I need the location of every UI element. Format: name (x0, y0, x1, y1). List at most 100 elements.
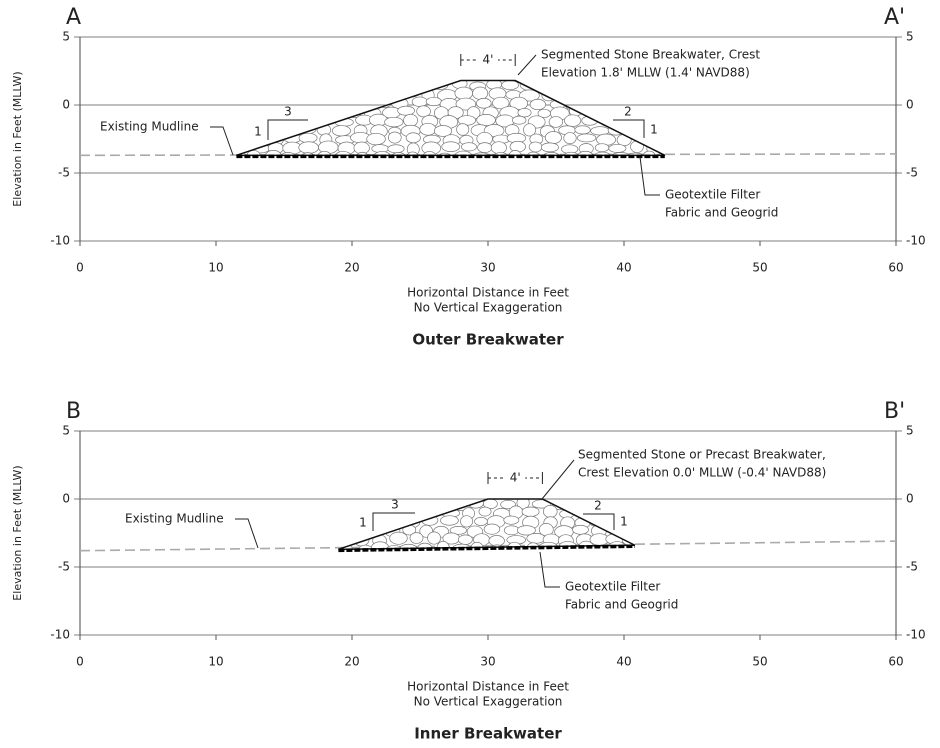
stone (518, 108, 531, 117)
stone (589, 515, 605, 527)
stone (543, 505, 557, 517)
stone (410, 533, 423, 544)
stone (577, 80, 592, 90)
stone (590, 89, 606, 100)
stone (361, 100, 377, 109)
slope-run: 2 (594, 499, 602, 513)
stone (603, 96, 622, 108)
stone (576, 89, 589, 99)
stone (264, 126, 279, 134)
y-tick-label-right: 5 (906, 30, 914, 44)
stone (381, 80, 394, 89)
section-start: A (66, 5, 81, 30)
y-tick-label: -10 (50, 628, 70, 642)
stone (420, 123, 436, 135)
stone (299, 96, 313, 107)
stone (302, 79, 319, 89)
x-tick-label: 40 (616, 261, 631, 275)
fabric-note: Geotextile Filter (665, 188, 760, 202)
stone (234, 99, 254, 107)
stone (253, 97, 271, 109)
stone (353, 90, 370, 99)
stone (246, 108, 265, 118)
x-tick-label: 0 (76, 655, 84, 669)
stone (266, 89, 280, 101)
stone (355, 500, 371, 510)
fabric-note: Fabric and Geogrid (565, 598, 678, 612)
stone (417, 81, 429, 90)
stone (299, 142, 319, 154)
leader (640, 157, 660, 195)
stone (555, 88, 571, 100)
crest-note: Segmented Stone or Precast Breakwater, (578, 448, 826, 462)
x-tick-label: 30 (480, 261, 495, 275)
stone (334, 499, 353, 507)
slope-rise: 1 (650, 123, 658, 137)
y-tick-label: 5 (62, 30, 70, 44)
x-tick-label: 60 (888, 655, 903, 669)
crest-note: Crest Elevation 0.0' MLLW (-0.4' NAVD88) (578, 466, 826, 480)
stone (624, 124, 639, 134)
stone (331, 106, 343, 118)
stone (403, 499, 417, 510)
stone (458, 535, 472, 545)
stone (475, 517, 488, 525)
stone (491, 142, 506, 154)
slope-run: 3 (284, 105, 292, 119)
stone (527, 533, 545, 543)
stone (473, 87, 488, 99)
stone (313, 109, 331, 118)
crest-width-label: 4' (483, 53, 494, 67)
stone (442, 142, 460, 152)
stone (529, 142, 542, 152)
stone (370, 523, 384, 535)
stone (406, 133, 420, 143)
stone (542, 152, 561, 164)
y-tick-label-right: -10 (906, 234, 926, 248)
stone (621, 89, 637, 98)
x-axis-label: Horizontal Distance in Feet (407, 680, 569, 694)
x-axis-sublabel: No Vertical Exaggeration (414, 695, 563, 709)
stone (233, 106, 247, 117)
x-tick-label: 10 (208, 655, 223, 669)
y-tick-label-right: 0 (906, 492, 914, 506)
stone (369, 114, 387, 126)
y-tick-label: 5 (62, 424, 70, 438)
stone (619, 500, 633, 508)
stone (234, 89, 253, 101)
stone (558, 80, 576, 89)
y-tick-label: -5 (58, 560, 70, 574)
stone (567, 498, 584, 511)
stone (633, 116, 650, 127)
y-axis-label: Elevation in Feet (MLLW) (11, 71, 24, 206)
stone (564, 115, 580, 127)
crest-width-label: 4' (510, 471, 521, 485)
stone (575, 126, 590, 134)
stone (502, 81, 519, 90)
stone (572, 525, 588, 534)
stone (296, 89, 315, 98)
diagram: AA'Elevation in Feet (MLLW)-10-10-5-5005… (0, 0, 940, 748)
stone (323, 81, 336, 92)
stone (545, 132, 561, 144)
x-tick-label: 20 (344, 655, 359, 669)
leader (235, 519, 258, 548)
stone (369, 89, 386, 97)
stone (236, 134, 252, 146)
stone (629, 80, 646, 89)
stone (648, 79, 661, 92)
stone (412, 97, 427, 107)
stone (433, 498, 449, 508)
stone (252, 88, 266, 96)
section-end: A' (884, 5, 905, 30)
stone (477, 114, 496, 125)
stone (539, 79, 555, 90)
stone (565, 98, 583, 110)
mudline-note: Existing Mudline (125, 512, 224, 526)
stone (426, 97, 441, 105)
stone (522, 507, 539, 516)
stone (440, 516, 458, 526)
x-tick-label: 50 (752, 261, 767, 275)
x-axis-sublabel: No Vertical Exaggeration (414, 301, 563, 315)
stone (578, 506, 593, 519)
